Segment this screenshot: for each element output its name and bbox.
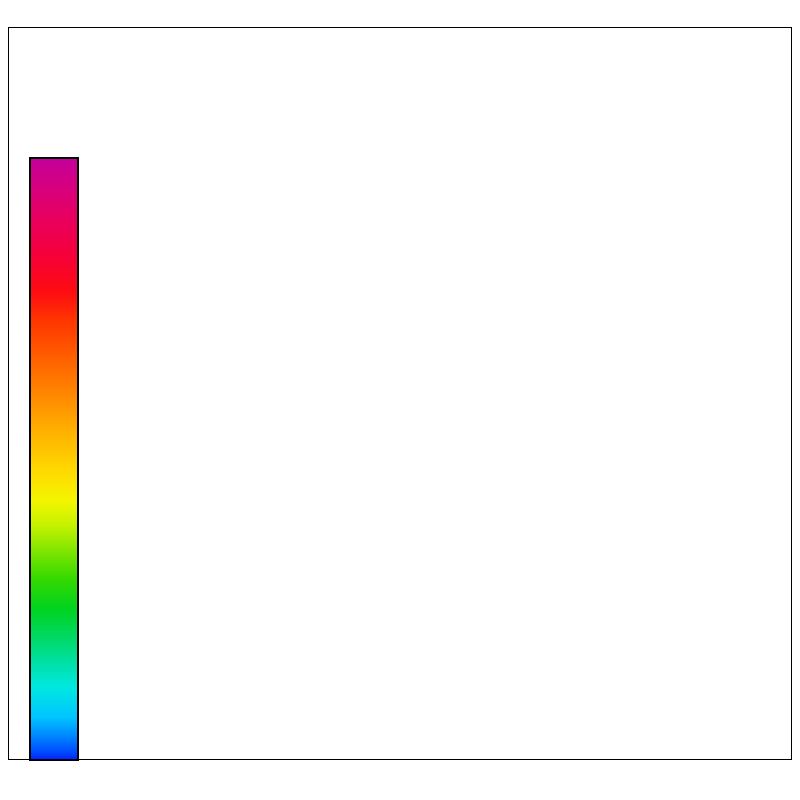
map-plot-area[interactable] [8, 27, 792, 760]
axis-ticks-layer [9, 28, 791, 759]
map-canvas-wrap [9, 28, 791, 759]
colorbar[interactable] [29, 157, 79, 761]
